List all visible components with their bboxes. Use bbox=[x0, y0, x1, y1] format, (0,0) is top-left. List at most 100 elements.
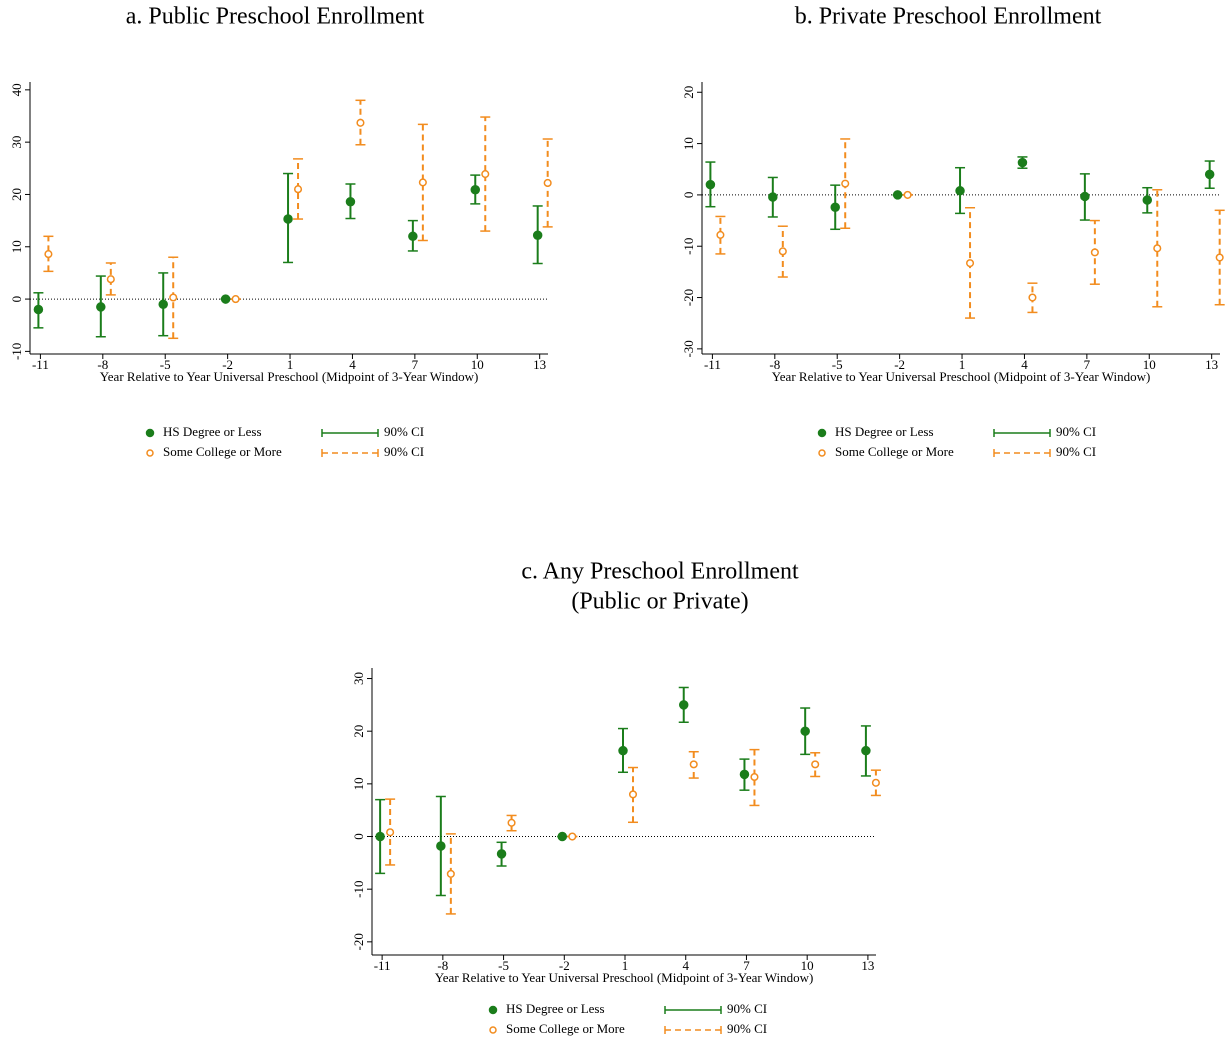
x-tick-label: -2 bbox=[559, 958, 570, 973]
x-tick-label: -5 bbox=[832, 357, 843, 372]
point bbox=[418, 178, 427, 187]
y-tick-label: -20 bbox=[351, 933, 366, 950]
chart-title: c. Any Preschool Enrollment bbox=[521, 559, 799, 585]
y-tick-label: 20 bbox=[9, 188, 24, 201]
x-tick-label: -11 bbox=[32, 357, 49, 372]
point bbox=[955, 186, 965, 196]
point bbox=[231, 295, 240, 304]
point bbox=[1080, 191, 1090, 202]
point bbox=[283, 214, 293, 224]
x-tick-label: -2 bbox=[222, 357, 233, 372]
legend-marker bbox=[488, 1005, 498, 1015]
y-tick-label: 20 bbox=[351, 725, 366, 738]
point bbox=[158, 299, 168, 310]
x-tick-label: 13 bbox=[861, 958, 874, 973]
point bbox=[481, 170, 490, 179]
point bbox=[768, 192, 778, 202]
point bbox=[903, 190, 912, 199]
point bbox=[1215, 253, 1224, 262]
y-tick-label: 30 bbox=[351, 672, 366, 685]
point bbox=[106, 275, 115, 284]
x-tick-label: 10 bbox=[1143, 357, 1156, 372]
y-tick-label: -10 bbox=[9, 343, 24, 360]
point bbox=[568, 832, 577, 841]
point bbox=[628, 790, 638, 799]
legend-label: 90% CI bbox=[384, 444, 424, 459]
legend-label: Some College or More bbox=[163, 444, 282, 459]
x-tick-label: -8 bbox=[437, 958, 448, 973]
point bbox=[750, 772, 759, 782]
x-tick-label: -2 bbox=[894, 357, 905, 372]
x-tick-label: -8 bbox=[97, 357, 108, 372]
y-tick-label: -30 bbox=[681, 340, 696, 357]
x-tick-label: 7 bbox=[1084, 357, 1091, 372]
y-tick-label: 30 bbox=[9, 136, 24, 149]
y-tick-label: -20 bbox=[681, 289, 696, 306]
y-tick-label: 20 bbox=[681, 86, 696, 99]
legend-marker bbox=[145, 428, 155, 438]
x-axis-label: Year Relative to Year Universal Preschoo… bbox=[435, 970, 814, 985]
point bbox=[345, 197, 356, 207]
legend-label: 90% CI bbox=[727, 1021, 767, 1036]
x-tick-label: -5 bbox=[160, 357, 171, 372]
chart-title: b. Private Preschool Enrollment bbox=[795, 4, 1102, 30]
x-tick-label: 4 bbox=[682, 958, 689, 973]
point bbox=[618, 745, 628, 756]
legend-marker bbox=[818, 449, 826, 457]
point bbox=[705, 179, 716, 190]
x-tick-label: 1 bbox=[287, 357, 294, 372]
y-tick-label: 10 bbox=[681, 137, 696, 150]
y-tick-label: 0 bbox=[9, 296, 24, 303]
point bbox=[965, 259, 975, 268]
point bbox=[557, 831, 568, 842]
point bbox=[543, 178, 552, 188]
point bbox=[356, 118, 365, 127]
point bbox=[532, 230, 543, 241]
x-tick-label: 13 bbox=[533, 357, 546, 372]
point bbox=[811, 760, 820, 769]
x-tick-label: -5 bbox=[498, 958, 509, 973]
x-tick-label: 13 bbox=[1205, 357, 1218, 372]
chart-title: a. Public Preschool Enrollment bbox=[126, 4, 425, 30]
point bbox=[1028, 293, 1037, 302]
point bbox=[678, 700, 689, 710]
point bbox=[830, 202, 840, 212]
point bbox=[892, 190, 903, 200]
x-tick-label: -8 bbox=[769, 357, 780, 372]
x-tick-label: 4 bbox=[349, 357, 356, 372]
point bbox=[436, 841, 446, 851]
point bbox=[739, 769, 750, 780]
legend-label: HS Degree or Less bbox=[506, 1001, 605, 1016]
y-tick-label: 0 bbox=[351, 833, 366, 840]
point bbox=[841, 179, 850, 188]
point bbox=[689, 760, 698, 769]
x-tick-label: 4 bbox=[1021, 357, 1028, 372]
x-tick-label: 1 bbox=[622, 958, 629, 973]
x-tick-label: -11 bbox=[374, 958, 391, 973]
x-tick-label: 10 bbox=[471, 357, 484, 372]
point bbox=[1142, 195, 1153, 205]
point bbox=[496, 849, 507, 859]
legend-marker bbox=[146, 449, 154, 457]
x-tick-label: 7 bbox=[743, 958, 750, 973]
point bbox=[293, 185, 303, 194]
x-axis-label: Year Relative to Year Universal Preschoo… bbox=[100, 369, 479, 384]
point bbox=[96, 302, 106, 312]
point bbox=[871, 778, 880, 787]
x-tick-label: 10 bbox=[801, 958, 814, 973]
y-tick-label: -10 bbox=[681, 238, 696, 255]
point bbox=[386, 828, 395, 837]
legend-label: HS Degree or Less bbox=[835, 424, 934, 439]
point bbox=[716, 230, 725, 239]
x-axis-label: Year Relative to Year Universal Preschoo… bbox=[772, 369, 1151, 384]
point bbox=[1017, 157, 1028, 168]
legend-marker bbox=[489, 1026, 497, 1034]
point bbox=[1153, 244, 1162, 253]
legend-label: 90% CI bbox=[727, 1001, 767, 1016]
legend-marker bbox=[817, 428, 827, 438]
point bbox=[408, 231, 418, 242]
chart-subtitle: (Public or Private) bbox=[571, 589, 748, 615]
point bbox=[1090, 248, 1099, 257]
legend-label: Some College or More bbox=[506, 1021, 625, 1036]
